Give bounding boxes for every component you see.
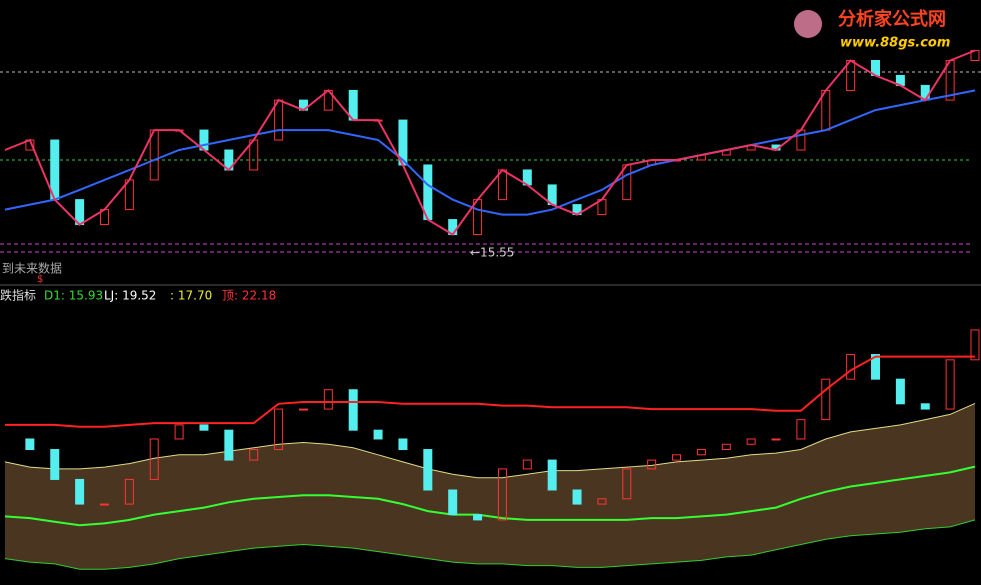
- candle: [547, 459, 557, 491]
- candle: [846, 354, 856, 380]
- candle: [99, 503, 109, 506]
- candle: [75, 478, 85, 505]
- logo-url: www.88gs.com: [840, 36, 950, 51]
- candle: [25, 438, 35, 451]
- candle: [423, 449, 433, 491]
- candle: [721, 443, 731, 451]
- mid-line: [4, 465, 976, 527]
- indicator-name: 跌指标: [0, 288, 36, 303]
- legend-item: : 17.70: [170, 289, 212, 303]
- candle: [373, 429, 383, 440]
- top-line: [5, 355, 975, 428]
- candle: [696, 449, 706, 456]
- legend-item: 顶: 22.18: [222, 289, 276, 303]
- candle: [174, 424, 184, 440]
- marker: $: [37, 274, 43, 285]
- candle: [920, 403, 930, 410]
- low-label: ←15.55: [470, 246, 514, 260]
- candle: [497, 468, 507, 521]
- candle: [796, 419, 806, 440]
- candle: [149, 438, 159, 480]
- lower-line: [4, 519, 976, 570]
- candle: [448, 489, 458, 516]
- candle: [871, 354, 881, 380]
- candle: [622, 468, 632, 500]
- band: [5, 403, 975, 570]
- logo-icon: [794, 10, 822, 38]
- candle: [249, 449, 259, 461]
- note: 到未来数据: [2, 261, 62, 276]
- candle: [473, 514, 483, 521]
- candle: [224, 429, 234, 461]
- candle: [522, 459, 532, 470]
- candle: [945, 359, 955, 410]
- candle: [124, 478, 134, 505]
- candle: [647, 459, 657, 470]
- candle: [970, 329, 980, 361]
- legend-item: LJ: 19.52: [104, 289, 156, 303]
- candle: [746, 438, 756, 445]
- candle: [895, 378, 905, 405]
- legend-item: D1: 15.93: [44, 289, 103, 303]
- candle: [50, 449, 60, 480]
- close-line: [4, 49, 976, 236]
- candle: [199, 424, 209, 431]
- candle: [597, 498, 607, 505]
- candle: [298, 408, 308, 411]
- candle: [348, 389, 358, 431]
- candle: [672, 454, 682, 461]
- candle: [572, 489, 582, 505]
- candle: [398, 438, 408, 451]
- logo-title: 分析家公式网: [838, 8, 946, 30]
- candle: [771, 438, 781, 441]
- candle: [274, 408, 284, 451]
- candle: [821, 378, 831, 421]
- candle: [323, 389, 333, 410]
- upper-line: [4, 402, 976, 479]
- ma-line: [4, 89, 976, 216]
